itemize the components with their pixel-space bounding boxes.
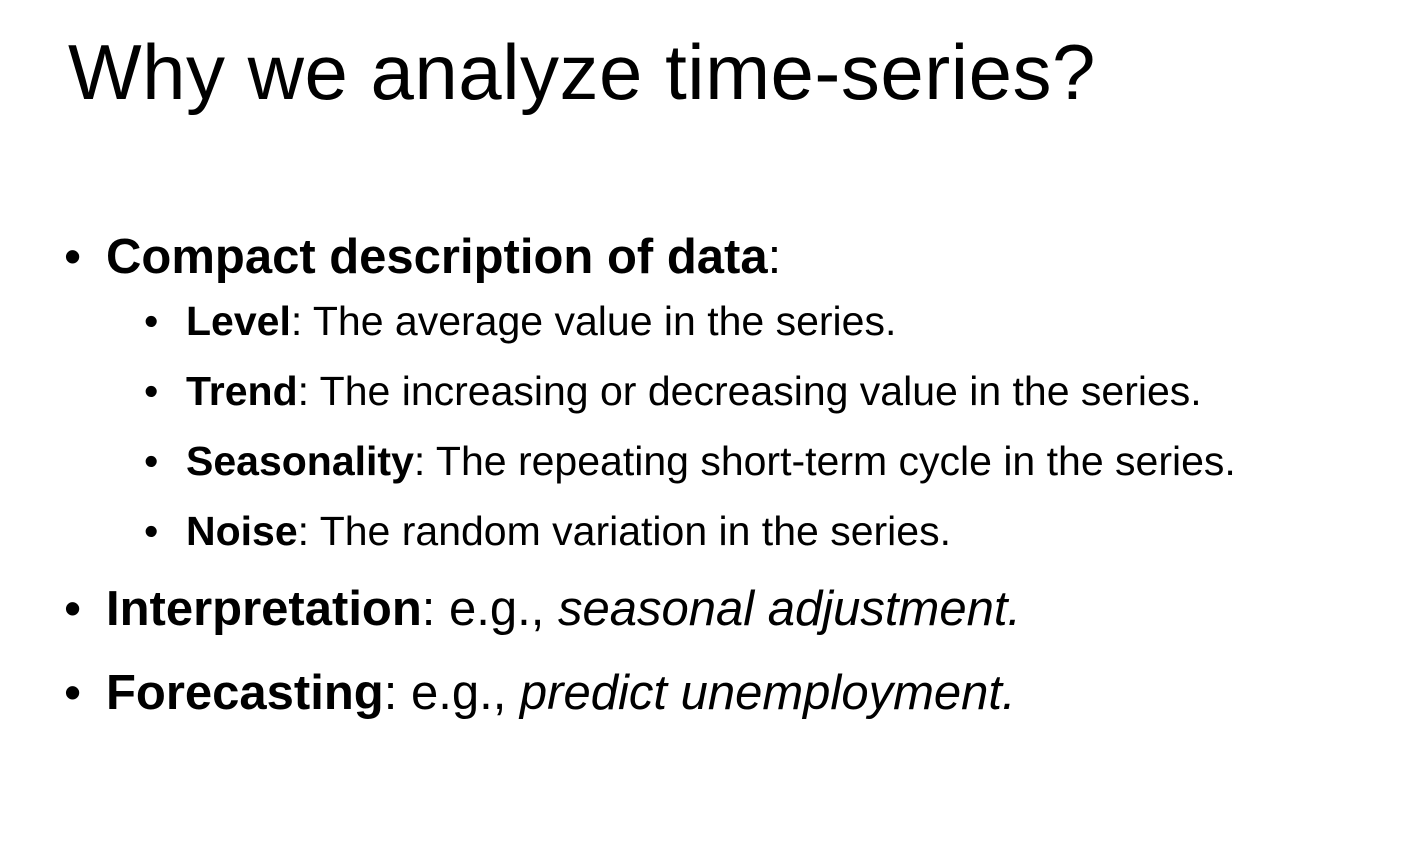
- sub-bullet-item-seasonality: • Seasonality: The repeating short-term …: [144, 432, 1351, 490]
- bullet-icon: •: [64, 666, 82, 720]
- sub-bullet-term: Seasonality: [186, 438, 414, 484]
- bullet-term: Compact description of data: [106, 230, 768, 284]
- bullet-separator: :: [767, 230, 782, 284]
- bullet-example: predict unemployment.: [519, 666, 1016, 720]
- bullet-example: seasonal adjustment.: [557, 582, 1022, 636]
- bullet-text: : e.g.,: [421, 582, 558, 636]
- bullet-icon: •: [64, 582, 82, 636]
- sub-bullet-list: • Level: The average value in the series…: [144, 292, 1404, 560]
- sub-bullet-text: : The average value in the series.: [290, 298, 897, 344]
- sub-bullet-text: : The random variation in the series.: [297, 508, 951, 554]
- bullet-text: : e.g.,: [383, 666, 520, 720]
- bullet-term: Interpretation: [106, 582, 422, 636]
- sub-bullet-item-noise: • Noise: The random variation in the ser…: [144, 502, 1351, 560]
- bullet-list: • Compact description of data: • Level: …: [64, 222, 1404, 728]
- bullet-term: Forecasting: [106, 666, 384, 720]
- bullet-icon: •: [144, 508, 159, 554]
- bullet-item-interpretation: • Interpretation: e.g., seasonal adjustm…: [64, 574, 1404, 644]
- bullet-item-compact-description: • Compact description of data: • Level: …: [64, 222, 1404, 560]
- bullet-icon: •: [144, 368, 159, 414]
- sub-bullet-item-trend: • Trend: The increasing or decreasing va…: [144, 362, 1351, 420]
- bullet-icon: •: [144, 438, 159, 484]
- sub-bullet-term: Trend: [186, 368, 298, 414]
- bullet-item-forecasting: • Forecasting: e.g., predict unemploymen…: [64, 658, 1404, 728]
- sub-bullet-text: : The repeating short-term cycle in the …: [413, 438, 1236, 484]
- bullet-icon: •: [144, 298, 159, 344]
- sub-bullet-term: Noise: [186, 508, 298, 554]
- sub-bullet-item-level: • Level: The average value in the series…: [144, 292, 1351, 350]
- sub-bullet-text: : The increasing or decreasing value in …: [297, 368, 1202, 414]
- slide-title: Why we analyze time-series?: [68, 28, 1096, 116]
- sub-bullet-term: Level: [186, 298, 291, 344]
- bullet-icon: •: [64, 230, 82, 284]
